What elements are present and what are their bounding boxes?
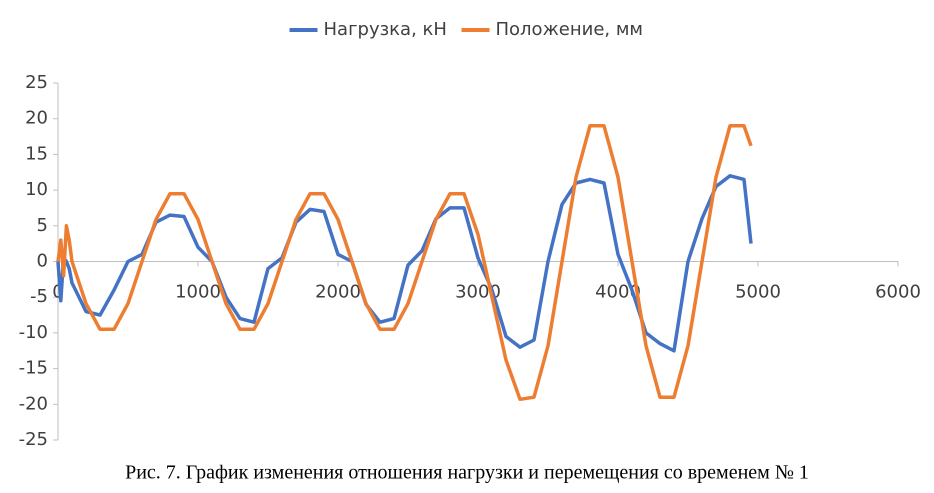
y-tick-label: -15: [19, 358, 48, 379]
y-tick-label: -10: [19, 322, 48, 343]
caption: Рис. 7. График изменения отношения нагру…: [125, 462, 809, 484]
x-tick-label: 1000: [175, 282, 221, 303]
x-tick-label: 0: [52, 282, 63, 303]
line-series: [56, 174, 753, 353]
y-tick-label: 25: [25, 72, 48, 93]
x-tick-label: 2000: [315, 282, 361, 303]
x-tick-label: 5000: [735, 282, 781, 303]
y-tick-label: 5: [37, 215, 48, 236]
y-tick-label: 20: [25, 108, 48, 129]
y-tick-label: -5: [30, 286, 48, 307]
legend-label: Положение, мм: [496, 19, 644, 40]
legend-label: Нагрузка, кН: [324, 19, 447, 40]
y-tick-label: -20: [19, 393, 48, 414]
line-series: [56, 124, 753, 402]
y-tick-label: 0: [37, 251, 48, 272]
y-tick-label: 15: [25, 143, 48, 164]
y-tick-label: 10: [25, 179, 48, 200]
x-tick-label: 6000: [875, 282, 921, 303]
y-tick-label: -25: [19, 429, 48, 450]
